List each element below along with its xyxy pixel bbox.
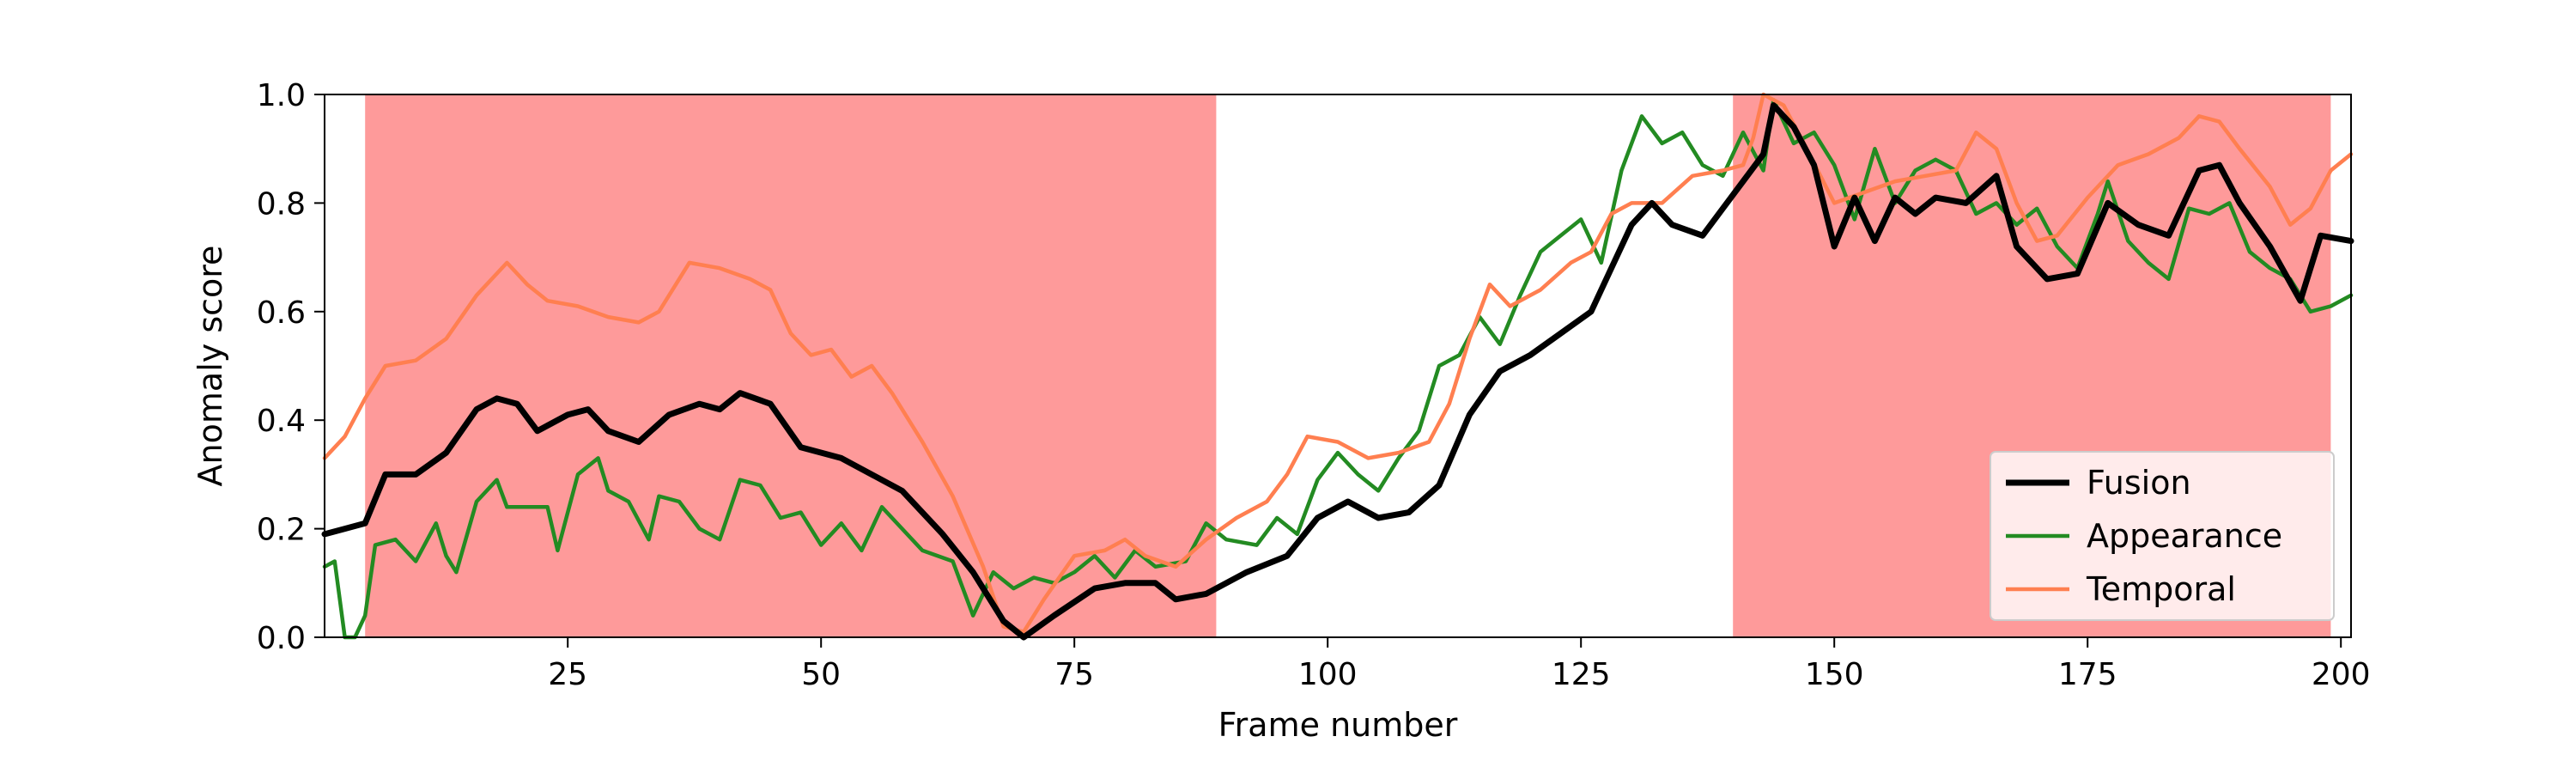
y-tick-label: 0.4 [257,404,306,439]
legend-label-appearance: Appearance [2087,517,2282,555]
x-tick-label: 100 [1298,657,1358,692]
x-tick-label: 50 [801,657,841,692]
x-tick-label: 75 [1054,657,1094,692]
x-axis-label: Frame number [1218,706,1458,744]
series-line-temporal [322,92,2354,634]
x-tick-label: 125 [1552,657,1611,692]
x-tick-label: 175 [2058,657,2117,692]
y-tick-label: 0.6 [257,295,306,331]
x-tick-label: 25 [548,657,587,692]
legend-box [1990,451,2335,621]
plot-frame [324,94,2352,638]
y-tick-label: 0.2 [257,513,306,548]
anomaly-region-1 [365,94,1217,637]
y-tick-label: 0.8 [257,186,306,222]
y-axis-label: Anomaly score [191,246,229,487]
legend-label-temporal: Temporal [2086,570,2236,608]
legend-label-fusion: Fusion [2087,464,2191,502]
y-axis-ticks: 0.0 0.2 0.4 0.6 0.8 1.0 [257,78,325,656]
series-lines [321,92,2354,641]
y-tick-label: 0.0 [257,621,306,656]
x-tick-label: 200 [2312,657,2371,692]
x-axis-ticks: 25 50 75 100 125 150 175 200 [548,637,2371,692]
series-line-fusion [321,102,2354,641]
x-tick-label: 150 [1805,657,1864,692]
legend: Fusion Appearance Temporal [1990,451,2335,621]
y-tick-label: 1.0 [257,78,306,113]
